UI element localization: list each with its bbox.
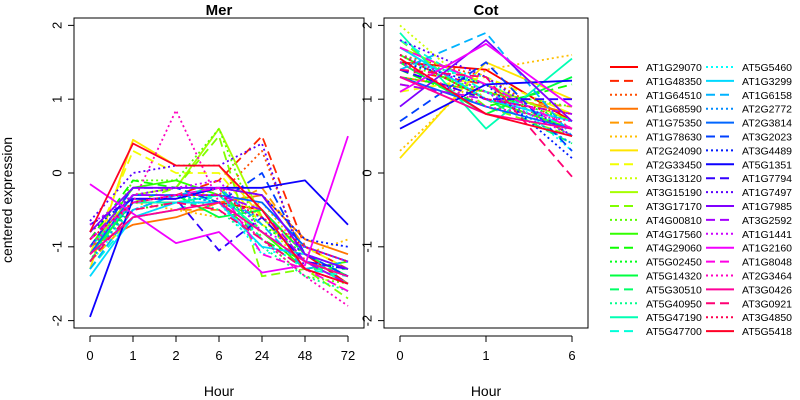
y-tick-label: 1 — [359, 96, 374, 103]
x-tick-label: 48 — [298, 348, 312, 363]
series-line-AT5G5418 — [89, 142, 349, 285]
x-tick-label: 6 — [215, 348, 222, 363]
panel-title: Mer — [206, 2, 233, 19]
legend-label: AT4G00810 — [646, 215, 702, 227]
legend-label: AT5G47190 — [646, 312, 702, 324]
series-line-AT1G8048 — [399, 46, 573, 130]
y-tick-label: 0 — [49, 169, 64, 176]
series-line-AT1G7497 — [399, 39, 573, 137]
series-line-AT1G2160 — [89, 135, 349, 274]
legend-label: AT3G2023 — [742, 132, 792, 144]
legend-label: AT1G8048 — [742, 257, 792, 269]
legend-label: AT3G4489 — [742, 145, 792, 157]
series-line-AT1G64510 — [399, 54, 573, 130]
series-line-AT3G2023 — [399, 61, 573, 152]
y-tick-label: -2 — [359, 315, 374, 327]
legend-label: AT1G6158 — [742, 90, 792, 102]
y-tick-label: 1 — [49, 96, 64, 103]
legend-label: AT5G40950 — [646, 298, 702, 310]
legend-label: AT1G7794 — [742, 173, 792, 185]
legend-label: AT3G2592 — [742, 215, 792, 227]
legend-label: AT1G3299 — [742, 76, 792, 88]
series-group — [399, 24, 573, 178]
legend-label: AT5G30510 — [646, 284, 702, 296]
series-line-AT5G1351 — [399, 79, 573, 130]
legend-label: AT5G1351 — [742, 159, 792, 171]
series-line-AT1G7794 — [89, 197, 349, 270]
legend-label: AT1G48350 — [646, 76, 702, 88]
legend-label: AT2G3464 — [742, 271, 792, 283]
legend-label: AT3G0921 — [742, 298, 792, 310]
legend-label: AT1G29070 — [646, 62, 702, 74]
y-tick-label: -2 — [49, 315, 64, 327]
legend-label: AT2G24090 — [646, 145, 702, 157]
x-tick-label: 1 — [482, 348, 489, 363]
legend: AT1G29070 AT1G48350 AT1G64510 AT1G68590 AT1G… — [610, 62, 792, 338]
legend-label: AT1G64510 — [646, 90, 702, 102]
x-tick-label: 0 — [86, 348, 93, 363]
x-axis-label: Hour — [204, 383, 235, 399]
legend-label: AT1G78630 — [646, 132, 702, 144]
legend-label: AT2G3814 — [742, 118, 792, 130]
legend-label: AT3G4850 — [742, 312, 792, 324]
series-group — [89, 109, 349, 318]
x-axis-label: Hour — [471, 383, 502, 399]
series-line-AT1G6158 — [399, 31, 573, 137]
x-tick-label: 2 — [172, 348, 179, 363]
series-line-AT2G33450 — [89, 149, 349, 270]
series-line-AT3G0426 — [89, 201, 349, 278]
legend-label: AT5G5418 — [742, 326, 792, 338]
legend-label: AT3G17170 — [646, 201, 702, 213]
legend-label: AT1G7985 — [742, 201, 792, 213]
series-line-AT1G7985 — [399, 39, 573, 122]
x-tick-label: 24 — [255, 348, 269, 363]
y-tick-label: -1 — [359, 241, 374, 253]
series-line-AT5G5418 — [399, 57, 573, 137]
y-tick-label: 0 — [359, 169, 374, 176]
panel-title: Cot — [474, 2, 499, 19]
series-line-AT1G78630 — [399, 54, 573, 152]
series-line-AT3G4850 — [399, 54, 573, 115]
legend-label: AT1G68590 — [646, 104, 702, 116]
x-tick-label: 6 — [568, 348, 575, 363]
series-line-AT1G2160 — [399, 42, 573, 108]
series-line-AT3G4850 — [89, 194, 349, 263]
legend-label: AT4G17560 — [646, 229, 702, 241]
y-tick-label: 2 — [49, 22, 64, 29]
y-axis-label: centered expression — [0, 137, 15, 263]
plot-frame — [383, 17, 589, 329]
series-line-AT2G3464 — [399, 61, 573, 123]
series-line-AT4G29060 — [399, 68, 573, 108]
legend-label: AT1G1441 — [742, 229, 792, 241]
legend-label: AT3G13120 — [646, 173, 702, 185]
panel-cot: Cot -2 -1 0 1 2 0 1 6 Hour — [359, 2, 589, 399]
y-tick-label: 2 — [359, 22, 374, 29]
legend-label: AT5G5460 — [742, 62, 792, 74]
y-tick-label: -1 — [49, 241, 64, 253]
x-tick-label: 0 — [396, 348, 403, 363]
legend-label: AT1G75350 — [646, 118, 702, 130]
legend-label: AT5G47700 — [646, 326, 702, 338]
legend-label: AT3G15190 — [646, 187, 702, 199]
series-line-AT3G0921 — [399, 68, 573, 178]
x-tick-label: 1 — [129, 348, 136, 363]
legend-label: AT5G02450 — [646, 257, 702, 269]
legend-label: AT5G14320 — [646, 271, 702, 283]
x-tick-label: 72 — [341, 348, 355, 363]
legend-label: AT1G2160 — [742, 243, 792, 255]
legend-label: AT1G7497 — [742, 187, 792, 199]
legend-label: AT3G0426 — [742, 284, 792, 296]
legend-label: AT4G29060 — [646, 243, 702, 255]
legend-label: AT2G2772 — [742, 104, 792, 116]
series-line-AT1G1441 — [399, 54, 573, 137]
panel-mer: Mer -2 -1 0 1 2 0 1 2 6 24 48 72 Hour — [49, 2, 365, 399]
legend-label: AT2G33450 — [646, 159, 702, 171]
